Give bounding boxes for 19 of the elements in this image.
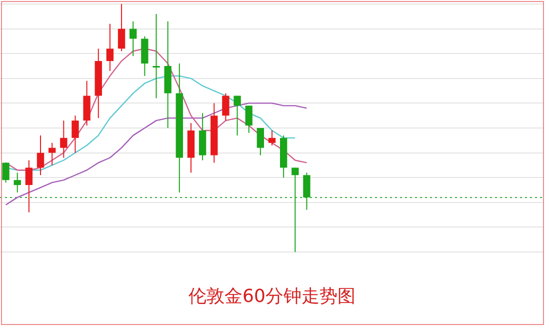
candlestick bbox=[234, 95, 241, 136]
candlestick bbox=[118, 4, 126, 52]
candlestick bbox=[14, 172, 21, 193]
candlestick bbox=[60, 120, 68, 158]
candlestick bbox=[48, 142, 56, 166]
candlestick bbox=[256, 128, 264, 156]
candlestick bbox=[303, 172, 310, 210]
candlestick bbox=[25, 160, 33, 213]
candlestick bbox=[222, 92, 230, 122]
candlestick bbox=[72, 115, 79, 154]
candlestick bbox=[2, 162, 10, 184]
text: 伦敦金60分钟走势图 bbox=[188, 286, 356, 307]
candlestick bbox=[36, 134, 44, 176]
candlestick bbox=[152, 13, 160, 99]
candlestick bbox=[106, 23, 114, 72]
candlestick bbox=[130, 20, 137, 57]
candlestick bbox=[268, 130, 276, 146]
candlestick bbox=[292, 167, 299, 252]
candlestick bbox=[245, 105, 252, 134]
